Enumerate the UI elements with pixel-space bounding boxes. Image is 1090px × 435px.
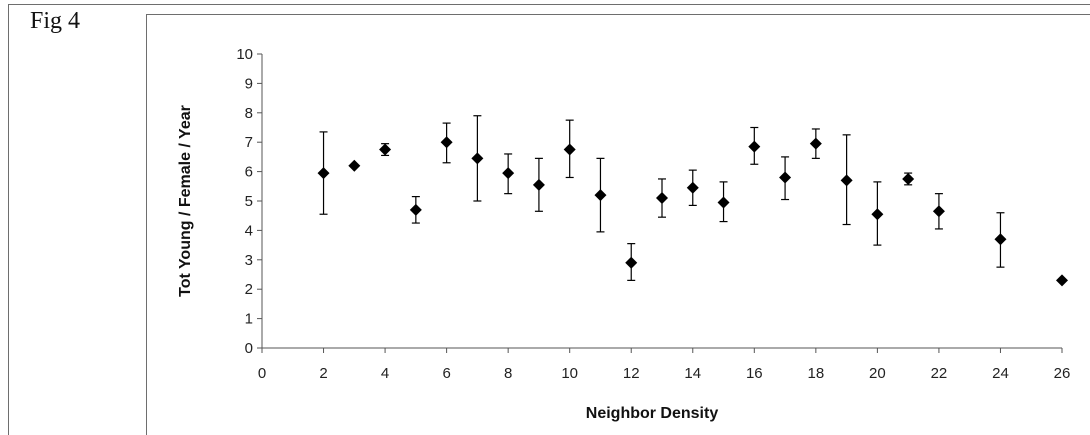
data-point (994, 233, 1007, 246)
y-tick-label: 6 (245, 164, 253, 181)
x-tick-label: 4 (381, 365, 389, 382)
data-point (809, 137, 822, 150)
x-tick-label: 20 (869, 365, 886, 382)
data-point (840, 174, 853, 187)
data-point (779, 171, 792, 184)
data-point (502, 167, 515, 180)
x-tick-label: 8 (504, 365, 512, 382)
data-point (902, 172, 915, 185)
data-point (1056, 274, 1068, 287)
y-tick-label: 1 (245, 311, 253, 328)
chart-frame (146, 14, 1090, 435)
y-tick-label: 10 (236, 46, 253, 63)
data-point (594, 189, 607, 202)
data-point (348, 159, 361, 172)
y-tick-label: 3 (245, 252, 253, 269)
y-tick-label: 9 (245, 75, 253, 92)
data-point (317, 167, 330, 180)
x-tick-label: 18 (808, 365, 825, 382)
y-tick-label: 5 (245, 193, 253, 210)
x-tick-label: 16 (746, 365, 763, 382)
x-ticks: 0 2 4 6 8 10 12 14 16 18 20 22 24 26 (258, 348, 1071, 382)
x-tick-label: 14 (684, 365, 701, 382)
figure-frame (8, 4, 1090, 435)
y-axis-title: Tot Young / Female / Year (177, 105, 194, 297)
y-tick-label: 0 (245, 340, 253, 357)
x-tick-label: 22 (931, 365, 948, 382)
data-point (563, 143, 576, 156)
x-tick-label: 26 (1054, 365, 1071, 382)
y-ticks: 0 1 2 3 4 5 6 7 8 9 10 (236, 46, 262, 357)
y-tick-label: 7 (245, 134, 253, 151)
data-point (748, 140, 761, 153)
data-point (532, 178, 545, 191)
data-point (686, 181, 699, 194)
x-axis-title: Neighbor Density (586, 405, 719, 422)
data-point (932, 205, 945, 218)
x-tick-label: 0 (258, 365, 266, 382)
data-point (717, 196, 730, 209)
data-points (317, 136, 1068, 287)
data-point (379, 143, 392, 156)
data-point (409, 203, 422, 216)
x-tick-label: 10 (561, 365, 578, 382)
figure-label: Fig 4 (30, 8, 81, 34)
x-tick-label: 24 (992, 365, 1009, 382)
y-tick-label: 4 (245, 222, 253, 239)
x-tick-label: 6 (442, 365, 450, 382)
data-point (440, 136, 453, 149)
data-point (625, 256, 638, 269)
y-tick-label: 8 (245, 105, 253, 122)
data-point (871, 208, 884, 221)
data-point (471, 152, 484, 165)
y-tick-label: 2 (245, 281, 253, 298)
x-tick-label: 2 (319, 365, 327, 382)
x-tick-label: 12 (623, 365, 640, 382)
data-point (656, 192, 668, 205)
